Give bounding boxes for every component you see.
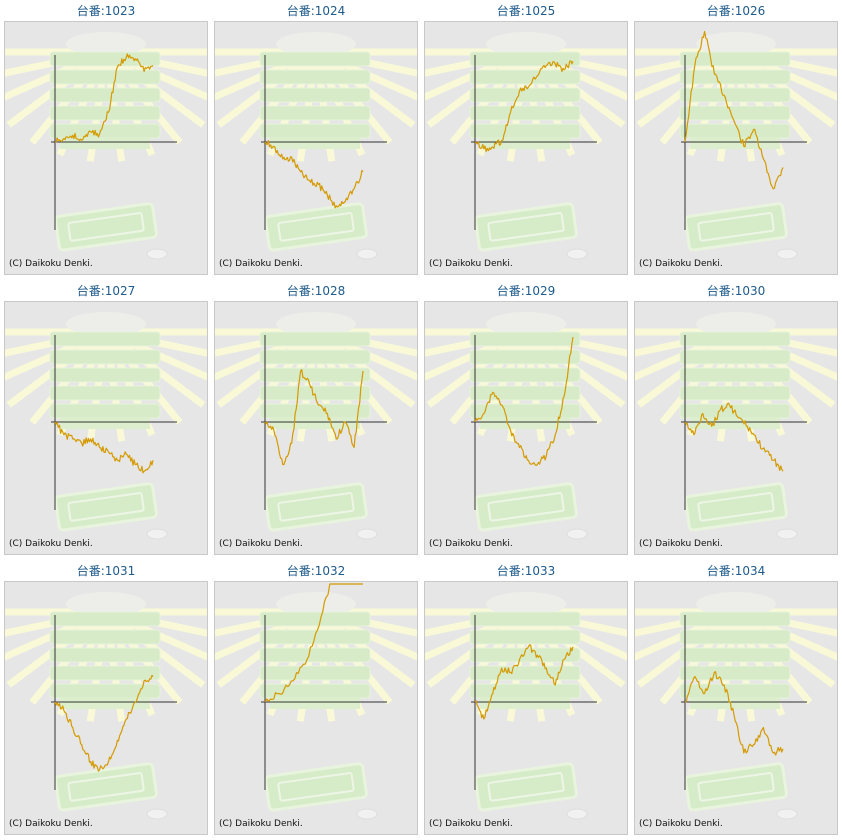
- machine-card: 台番:1023 (C) Daikoku Denki.: [4, 0, 208, 280]
- machine-card: 台番:1024 (C) Daikoku Denki.: [214, 0, 418, 280]
- balance-line: [54, 674, 154, 772]
- machine-number-link[interactable]: 台番:1025: [496, 4, 556, 18]
- balance-line: [55, 53, 154, 143]
- copyright-text: (C) Daikoku Denki.: [219, 259, 303, 269]
- balance-line: [264, 368, 364, 466]
- slump-graph[interactable]: (C) Daikoku Denki.: [634, 301, 838, 555]
- machine-card: 台番:1027 (C) Daikoku Denki.: [4, 280, 208, 560]
- graph-svg: [635, 30, 837, 260]
- machine-number-link[interactable]: 台番:1028: [286, 284, 346, 298]
- slump-graph[interactable]: (C) Daikoku Denki.: [634, 21, 838, 275]
- balance-line: [474, 644, 574, 720]
- copyright-text: (C) Daikoku Denki.: [429, 539, 513, 549]
- copyright-text: (C) Daikoku Denki.: [219, 819, 303, 829]
- machine-card: 台番:1025 (C) Daikoku Denki.: [424, 0, 628, 280]
- machine-card: 台番:1032 (C) Daikoku Denki.: [214, 560, 418, 840]
- graph-svg: [5, 312, 207, 540]
- machine-number-link[interactable]: 台番:1026: [706, 4, 766, 18]
- graph-svg: [5, 592, 207, 820]
- copyright-text: (C) Daikoku Denki.: [639, 819, 723, 829]
- graph-svg: [215, 32, 417, 260]
- balance-line: [684, 30, 784, 190]
- copyright-text: (C) Daikoku Denki.: [9, 259, 93, 269]
- machine-card: 台番:1028 (C) Daikoku Denki.: [214, 280, 418, 560]
- machine-number-link[interactable]: 台番:1031: [76, 564, 136, 578]
- machine-number-link[interactable]: 台番:1027: [76, 284, 136, 298]
- machine-number-link[interactable]: 台番:1032: [286, 564, 346, 578]
- copyright-text: (C) Daikoku Denki.: [639, 539, 723, 549]
- machine-card: 台番:1034 (C) Daikoku Denki.: [634, 560, 838, 840]
- copyright-text: (C) Daikoku Denki.: [429, 259, 513, 269]
- slump-graph[interactable]: (C) Daikoku Denki.: [4, 21, 208, 275]
- graph-svg: [635, 312, 837, 540]
- machine-card: 台番:1033 (C) Daikoku Denki.: [424, 560, 628, 840]
- copyright-text: (C) Daikoku Denki.: [9, 819, 93, 829]
- machine-number-link[interactable]: 台番:1030: [706, 284, 766, 298]
- copyright-text: (C) Daikoku Denki.: [9, 539, 93, 549]
- graph-svg: [425, 312, 627, 540]
- machine-card: 台番:1029 (C) Daikoku Denki.: [424, 280, 628, 560]
- machine-card: 台番:1031 (C) Daikoku Denki.: [4, 560, 208, 840]
- slump-graph[interactable]: (C) Daikoku Denki.: [214, 21, 418, 275]
- balance-line: [264, 139, 364, 209]
- balance-line: [474, 60, 574, 153]
- copyright-text: (C) Daikoku Denki.: [219, 539, 303, 549]
- balance-line: [474, 336, 574, 466]
- machine-number-link[interactable]: 台番:1033: [496, 564, 556, 578]
- graph-svg: [425, 592, 627, 820]
- machine-number-link[interactable]: 台番:1024: [286, 4, 346, 18]
- slump-graph[interactable]: (C) Daikoku Denki.: [424, 21, 628, 275]
- balance-line: [264, 583, 363, 703]
- machine-number-link[interactable]: 台番:1034: [706, 564, 766, 578]
- graph-svg: [635, 592, 837, 820]
- graph-svg: [215, 583, 417, 820]
- slump-graph[interactable]: (C) Daikoku Denki.: [634, 581, 838, 835]
- slump-graph[interactable]: (C) Daikoku Denki.: [4, 581, 208, 835]
- machine-number-link[interactable]: 台番:1023: [76, 4, 136, 18]
- machine-card: 台番:1026 (C) Daikoku Denki.: [634, 0, 838, 280]
- copyright-text: (C) Daikoku Denki.: [429, 819, 513, 829]
- graph-svg: [215, 312, 417, 540]
- slump-graph[interactable]: (C) Daikoku Denki.: [4, 301, 208, 555]
- slump-graph[interactable]: (C) Daikoku Denki.: [214, 301, 418, 555]
- machine-number-link[interactable]: 台番:1029: [496, 284, 556, 298]
- copyright-text: (C) Daikoku Denki.: [639, 259, 723, 269]
- slump-graph[interactable]: (C) Daikoku Denki.: [214, 581, 418, 835]
- slump-graph[interactable]: (C) Daikoku Denki.: [424, 301, 628, 555]
- machine-card: 台番:1030 (C) Daikoku Denki.: [634, 280, 838, 560]
- balance-line: [54, 421, 154, 474]
- graph-svg: [425, 32, 627, 260]
- balance-line: [684, 671, 784, 756]
- balance-line: [684, 402, 784, 472]
- graph-svg: [5, 32, 207, 260]
- slump-graph[interactable]: (C) Daikoku Denki.: [424, 581, 628, 835]
